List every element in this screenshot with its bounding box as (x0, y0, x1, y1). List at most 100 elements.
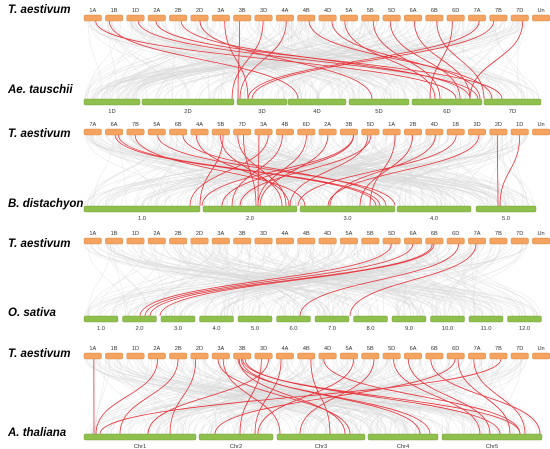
wheat-chromosome-7A (83, 128, 102, 136)
synteny-link (92, 358, 370, 435)
highlight-link (139, 243, 392, 317)
synteny-link (207, 358, 437, 435)
target-chromosome-5.0 (237, 315, 273, 323)
synteny-link (193, 358, 315, 435)
wheat-chromosome-2D (190, 237, 209, 245)
synteny-link (329, 243, 412, 317)
highlight-link (238, 358, 346, 435)
wheat-chromosome-label: 2A (153, 346, 160, 352)
synteny-link (110, 134, 416, 207)
highlight-link (189, 134, 269, 207)
highlight-link (308, 20, 493, 100)
wheat-chromosome-label: 7B (495, 231, 502, 237)
target-chromosome-label: 5D (375, 109, 382, 115)
target-chromosome-Chr3 (276, 433, 366, 441)
synteny-link (222, 20, 317, 100)
highlight-link (237, 20, 241, 100)
synteny-link (500, 358, 522, 435)
wheat-chromosome-label: 6D (452, 231, 459, 237)
wheat-chromosome-label: 3D (260, 8, 267, 14)
wheat-chromosome-2D (190, 14, 209, 22)
target-chromosome-label: 7.0 (328, 326, 336, 332)
wheat-chromosome-6B (425, 237, 444, 245)
synteny-link (287, 20, 535, 100)
target-chromosome-label: Chr3 (315, 444, 328, 449)
synteny-link (243, 243, 397, 317)
synteny-link (398, 243, 493, 317)
highlight-link (289, 134, 369, 207)
synteny-link (280, 358, 490, 435)
wheat-chromosome-7D (510, 352, 529, 360)
highlight-links (114, 134, 521, 207)
wheat-chromosome-label: 3A (217, 8, 224, 14)
wheat-chromosome-label: 6D (452, 8, 459, 14)
synteny-link (505, 134, 523, 207)
synteny-link (139, 134, 490, 207)
wheat-chromosome-label: 7B (495, 346, 502, 352)
synteny-link (221, 20, 235, 100)
target-chromosome-1D (83, 98, 141, 106)
highlight-link (457, 358, 511, 435)
wheat-chromosome-label: 3A (217, 231, 224, 237)
wheat-chromosome-label: 5A (153, 122, 160, 128)
synteny-link (151, 358, 158, 435)
target-chromosome-Chr5 (441, 433, 543, 441)
synteny-link (367, 243, 471, 317)
highlight-link (244, 358, 501, 435)
wheat-chromosome-label: 7A (474, 231, 481, 237)
synteny-link (285, 358, 408, 435)
synteny-link (359, 358, 494, 435)
wheat-chromosome-label: 2B (175, 231, 182, 237)
wheat-chromosome-3B (233, 237, 252, 245)
synteny-link (129, 20, 241, 100)
synteny-link (293, 358, 412, 435)
synteny-link (397, 243, 497, 317)
target-chromosome-label: 1D (108, 109, 115, 115)
wheat-chromosome-label: 6D (303, 122, 310, 128)
wheat-chromosome-label: 6B (175, 122, 182, 128)
synteny-link (494, 20, 523, 100)
synteny-link (227, 358, 249, 435)
target-chromosome-1.0 (83, 315, 119, 323)
wheat-chromosome-label: 5B (367, 8, 374, 14)
synteny-link (87, 243, 111, 317)
wheat-chromosome-5B (361, 352, 380, 360)
synteny-link (444, 134, 493, 207)
target-chromosome-label: 4.0 (212, 326, 220, 332)
wheat-chromosome-label: 3A (217, 346, 224, 352)
wheat-chromosome-1A (83, 14, 102, 22)
wheat-chromosome-6A (404, 237, 422, 245)
target-chromosome-6.0 (276, 315, 311, 323)
synteny-link (156, 358, 465, 435)
wheat-chromosome-3A (211, 352, 230, 360)
synteny-link (217, 243, 301, 317)
synteny-link (198, 243, 476, 317)
synteny-link (345, 134, 435, 207)
wheat-chromosome-label: 5B (367, 231, 374, 237)
synteny-link (107, 20, 148, 100)
highlight-link (239, 134, 372, 207)
synteny-link (113, 358, 188, 435)
wheat-chromosome-label: 2A (153, 231, 160, 237)
synteny-link (130, 20, 357, 100)
wheat-chromosome-5A (147, 128, 166, 136)
highlight-link (180, 20, 471, 100)
wheat-chromosome-4D (318, 237, 337, 245)
wheat-chromosome-4B (297, 352, 316, 360)
wheat-chromosome-5B (211, 128, 230, 136)
wheat-chromosome-5D (382, 14, 401, 22)
synteny-link (320, 358, 500, 435)
highlight-link (299, 243, 459, 317)
synteny-link (133, 243, 286, 317)
wheat-chromosome-4A (275, 237, 294, 245)
highlight-link (429, 20, 453, 100)
synteny-link (196, 20, 334, 100)
synteny-link (238, 358, 321, 435)
synteny-link (121, 20, 216, 100)
wheat-chromosome-Un (532, 237, 550, 245)
synteny-link (361, 20, 470, 100)
synteny-link (148, 358, 416, 435)
synteny-link (310, 358, 522, 435)
synteny-link (93, 20, 215, 100)
